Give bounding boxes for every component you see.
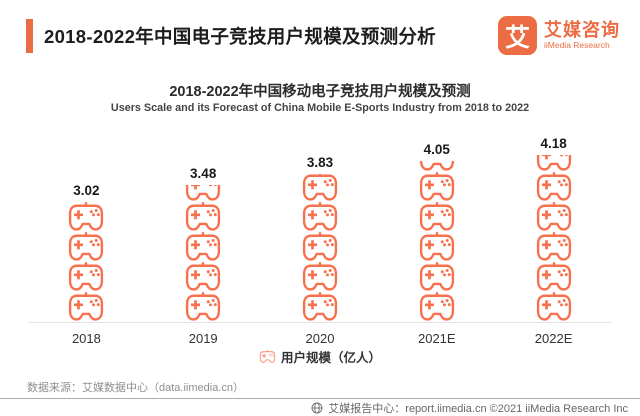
gamepad-icon xyxy=(419,262,454,291)
chart-column-2018: 3.02 xyxy=(28,183,145,322)
gamepad-icon xyxy=(302,174,338,201)
x-axis-label: 2020 xyxy=(305,331,335,346)
page-title: 2018-2022年中国电子竞技用户规模及预测分析 xyxy=(44,25,436,47)
gamepad-icon xyxy=(419,161,454,171)
x-axis-label: 2019 xyxy=(188,331,218,346)
chart-column-2020: 3.83 xyxy=(262,155,379,322)
gamepad-icon xyxy=(302,262,338,291)
gamepad-icon xyxy=(186,202,221,231)
gamepad-icon xyxy=(186,185,221,201)
value-label: 4.05 xyxy=(423,142,450,157)
partial-gamepad-icon xyxy=(184,185,222,202)
x-axis-label: 2021E xyxy=(417,331,456,346)
gamepad-icon xyxy=(69,292,104,321)
x-axis-label: 2018 xyxy=(71,331,101,346)
legend-gamepad-icon xyxy=(259,349,276,364)
chart-subtitle: Users Scale and its Forecast of China Mo… xyxy=(110,102,530,114)
gamepad-icon xyxy=(186,232,221,261)
gamepad-icon xyxy=(69,262,104,291)
gamepad-icon xyxy=(186,262,221,291)
gamepad-icon xyxy=(536,202,571,231)
gamepad-icon xyxy=(536,172,571,201)
logo-text: 艾媒咨询 iiMedia Research xyxy=(544,19,620,50)
gamepad-icon xyxy=(186,292,221,321)
gamepad-icon xyxy=(259,349,276,363)
report-center-text: 艾媒报告中心：report.iimedia.cn ©2021 iiMedia R… xyxy=(328,402,628,415)
chart-columns: 3.02 3.48 3.83 4.05 4.18 xyxy=(28,135,612,323)
gamepad-icon xyxy=(302,202,338,231)
value-label: 3.02 xyxy=(73,183,100,198)
partial-gamepad-icon xyxy=(418,161,456,172)
value-label: 3.83 xyxy=(306,155,334,170)
gamepad-icon xyxy=(419,292,454,321)
globe-icon xyxy=(311,402,323,413)
pictogram-chart: 3.02 3.48 3.83 4.05 4.18 2018 2019 2020 2021E 20… xyxy=(28,135,612,346)
header: 2018-2022年中国电子竞技用户规模及预测分析 艾 艾媒咨询 iiMedia… xyxy=(26,16,620,55)
chart-legend: 用户规模（亿人） xyxy=(0,347,640,366)
gamepad-icon xyxy=(419,232,454,261)
value-label: 3.48 xyxy=(190,166,217,181)
data-source-note: 数据来源：艾媒数据中心（data.iimedia.cn） xyxy=(27,382,244,394)
gamepad-icon xyxy=(536,262,571,291)
chart-title: 2018-2022年中国移动电子竞技用户规模及预测 xyxy=(169,84,471,100)
gamepad-icon xyxy=(69,232,104,261)
iimedia-logo: 艾 艾媒咨询 iiMedia Research xyxy=(498,16,620,55)
accent-bar xyxy=(26,18,33,53)
gamepad-icon xyxy=(419,172,454,201)
x-axis-labels: 2018 2019 2020 2021E 2022E xyxy=(28,323,612,346)
gamepad-icon xyxy=(302,292,338,321)
report-footer-bar: 艾媒报告中心：report.iimedia.cn ©2021 iiMedia R… xyxy=(0,398,640,416)
gamepad-icon xyxy=(536,292,571,321)
chart-column-2021E: 4.05 xyxy=(378,142,495,322)
x-axis-label: 2022E xyxy=(534,331,573,346)
iimedia-logo-icon: 艾 xyxy=(498,16,537,55)
gamepad-icon xyxy=(69,202,104,231)
chart-column-2019: 3.48 xyxy=(145,166,262,322)
header-title-group: 2018-2022年中国电子竞技用户规模及预测分析 xyxy=(26,18,436,53)
gamepad-icon xyxy=(302,232,338,261)
gamepad-icon xyxy=(419,202,454,231)
legend-label: 用户规模（亿人） xyxy=(280,351,381,365)
chart-column-2022E: 4.18 xyxy=(495,136,612,322)
value-label: 4.18 xyxy=(540,136,567,151)
logo-name-cn: 艾媒咨询 xyxy=(544,19,620,40)
partial-gamepad-icon xyxy=(535,155,573,172)
logo-name-en: iiMedia Research xyxy=(544,39,610,50)
gamepad-icon xyxy=(536,232,571,261)
gamepad-icon xyxy=(536,155,571,171)
partial-gamepad-icon xyxy=(301,174,339,202)
